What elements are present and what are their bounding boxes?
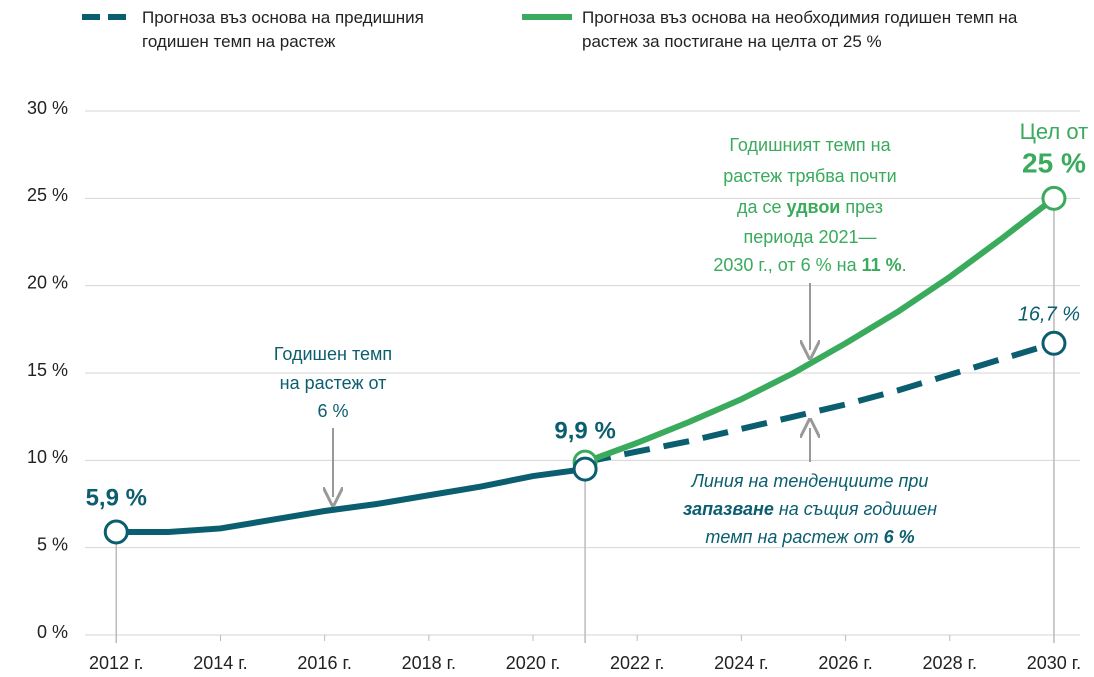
x-tick-label: 2026 г. (818, 653, 872, 673)
y-tick-label: 10 % (27, 447, 68, 467)
y-tick-label: 30 % (27, 98, 68, 118)
legend-entry: Прогноза въз основа на необходимия годиш… (522, 6, 1052, 54)
annotation-part: 2030 г., от 6 % на (713, 255, 861, 275)
annotation: Цел от (1020, 119, 1089, 144)
y-tick-label: 15 % (27, 360, 68, 380)
point-marker (103, 519, 129, 545)
annotation: на растеж от (280, 373, 387, 393)
annotation: 6 % (317, 401, 348, 421)
annotation: Линия на тенденциите при (691, 471, 929, 491)
annotation: 2030 г., от 6 % на 11 %. (713, 255, 906, 275)
legend-swatch (82, 14, 132, 20)
series-line (584, 340, 1055, 466)
value-label: 25 % (1022, 148, 1086, 179)
legend-label: Прогноза въз основа на необходимия годиш… (582, 8, 1018, 51)
annotation-part: темп на растеж от (705, 527, 883, 547)
value-label: 5,9 % (86, 484, 147, 511)
point-marker (572, 456, 598, 482)
annotation-part: запазване (683, 499, 774, 519)
x-tick-label: 2020 г. (506, 653, 560, 673)
annotation-part: удвои (787, 197, 841, 217)
x-tick-label: 2030 г. (1027, 653, 1081, 673)
point-marker (1041, 185, 1067, 211)
annotation-part: . (902, 255, 907, 275)
x-tick-label: 2016 г. (297, 653, 351, 673)
annotation-part: 6 % (884, 527, 915, 547)
y-tick-label: 5 % (37, 534, 68, 554)
annotation-part: на същия годишен (774, 499, 937, 519)
annotation-part: 11 % (862, 255, 902, 275)
legend-swatch (522, 14, 572, 20)
annotation: темп на растеж от 6 % (705, 527, 914, 547)
x-tick-label: 2024 г. (714, 653, 768, 673)
x-tick-label: 2022 г. (610, 653, 664, 673)
y-tick-label: 0 % (37, 622, 68, 642)
value-label: 16,7 % (1018, 304, 1080, 326)
value-label: 9,9 % (554, 417, 615, 444)
x-tick-label: 2028 г. (923, 653, 977, 673)
y-tick-label: 25 % (27, 185, 68, 205)
annotation: запазване на същия годишен (683, 499, 937, 519)
annotation: Годишният темп на (729, 135, 891, 155)
annotation: Годишен темп (274, 344, 392, 364)
x-tick-label: 2012 г. (89, 653, 143, 673)
x-tick-label: 2014 г. (193, 653, 247, 673)
legend-entry: Прогноза въз основа на предишния годишен… (82, 6, 462, 54)
x-tick-label: 2018 г. (402, 653, 456, 673)
legend-label: Прогноза въз основа на предишния годишен… (142, 8, 424, 51)
y-tick-label: 20 % (27, 272, 68, 292)
annotation-part: през (840, 197, 883, 217)
point-marker (1041, 330, 1067, 356)
annotation: периода 2021— (744, 227, 877, 247)
annotation-part: да се (737, 197, 787, 217)
annotation: да се удвои през (737, 197, 883, 217)
annotation: растеж трябва почти (723, 166, 896, 186)
series-line (116, 466, 586, 535)
